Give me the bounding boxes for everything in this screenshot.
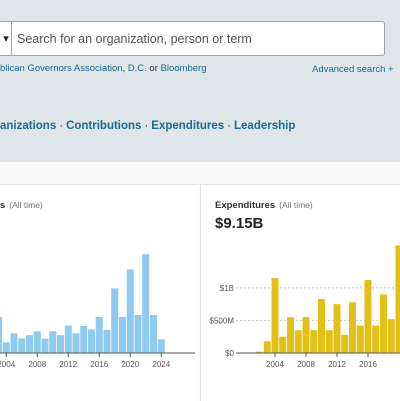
bar: [310, 330, 317, 353]
x-tick-label: 2024: [152, 360, 170, 369]
bar: [80, 326, 87, 353]
bar: [272, 278, 279, 353]
x-tick-label: 2012: [59, 360, 77, 369]
bar: [287, 317, 294, 353]
bar: [150, 315, 157, 353]
bar: [104, 330, 111, 353]
bar: [349, 302, 356, 353]
bar: [365, 280, 372, 353]
advanced-search-link[interactable]: Advanced search +: [312, 64, 394, 75]
search-box[interactable]: ▾: [0, 21, 385, 56]
expenditures-chart: $0 $500M $1B 2004 2008 2012 2016: [201, 185, 400, 401]
bar: [42, 339, 49, 353]
bar: [357, 326, 364, 353]
nav-organizations[interactable]: anizations: [0, 120, 56, 132]
bar: [96, 317, 103, 353]
nav-separator: ·: [59, 120, 63, 132]
bar: [279, 337, 286, 353]
bar: [334, 304, 341, 353]
example-link-bloomberg[interactable]: Bloomberg: [161, 63, 207, 74]
bar: [264, 341, 271, 353]
bar: [18, 339, 25, 353]
x-tick-label: 2016: [90, 360, 108, 369]
search-examples: blican Governors Association, D.C. or Bl…: [0, 63, 206, 74]
bar: [396, 246, 400, 353]
search-input[interactable]: [17, 28, 377, 50]
contributions-chart: 2004 2008 2012 2016 2020 2024: [0, 185, 199, 401]
bar: [88, 329, 95, 353]
nav-leadership[interactable]: Leadership: [234, 120, 295, 132]
expenditures-card: Expenditures(All time) $9.15B $0$500M$1B…: [200, 184, 400, 401]
example-link-dc[interactable]: D.C.: [128, 63, 147, 74]
bar: [372, 326, 379, 353]
bar: [127, 269, 134, 353]
bar: [111, 288, 118, 353]
bar: [26, 335, 33, 353]
bar: [57, 335, 64, 353]
example-link-rga[interactable]: blican Governors Association: [0, 63, 123, 74]
bar: [326, 330, 333, 353]
bar: [119, 317, 126, 353]
nav-separator: ·: [227, 120, 231, 132]
bar: [318, 299, 325, 353]
bar: [34, 331, 41, 353]
bar: [73, 333, 80, 353]
nav-expenditures[interactable]: Expenditures: [151, 120, 224, 132]
x-tick-label: 2012: [328, 360, 346, 369]
x-tick-label: 2004: [0, 360, 16, 369]
bar: [341, 335, 348, 353]
bar: [3, 342, 10, 353]
section-nav: anizations·Contributions·Expenditures·Le…: [0, 120, 295, 132]
examples-separator: or: [147, 63, 161, 74]
x-tick-label: 2008: [297, 360, 315, 369]
y-tick-label: $0: [225, 349, 234, 358]
bar: [158, 339, 165, 353]
bar: [142, 254, 149, 353]
contributions-card: s(All time) 200420082012201620202024: [0, 184, 199, 401]
search-divider: [11, 22, 12, 55]
bar: [65, 326, 72, 353]
nav-separator: ·: [144, 120, 148, 132]
bar: [380, 294, 387, 353]
bar: [303, 317, 310, 353]
bar: [0, 317, 2, 353]
x-tick-label: 2016: [359, 360, 377, 369]
x-tick-label: 2020: [121, 360, 139, 369]
bar: [49, 331, 56, 353]
x-tick-label: 2004: [266, 360, 284, 369]
y-tick-label: $500M: [210, 316, 235, 325]
y-tick-label: $1B: [220, 284, 234, 293]
bar: [295, 330, 302, 353]
bar: [135, 315, 142, 353]
x-tick-label: 2008: [28, 360, 46, 369]
bar: [11, 333, 18, 353]
bar: [388, 319, 395, 353]
nav-contributions[interactable]: Contributions: [66, 120, 141, 132]
